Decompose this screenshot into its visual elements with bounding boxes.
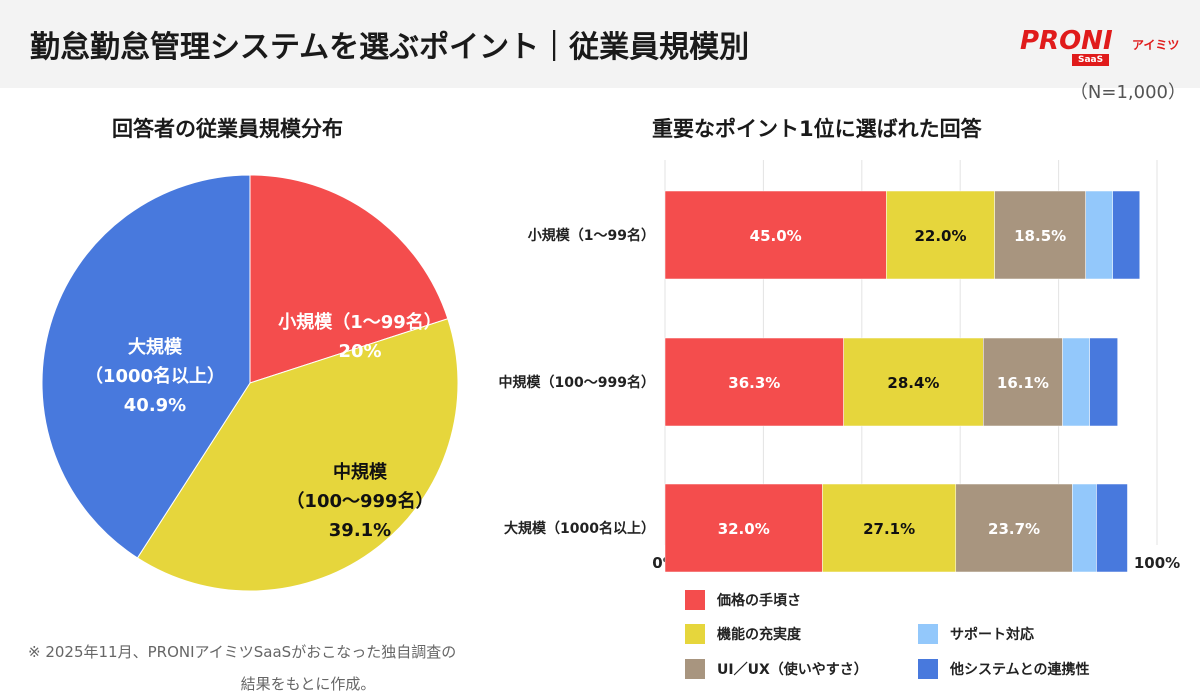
legend-item: 価格の手頃さ — [685, 590, 801, 610]
logo-saas: SaaS — [1072, 54, 1110, 66]
pie-slice — [41, 174, 251, 559]
bar-segment — [1112, 190, 1141, 280]
legend-label: 価格の手頃さ — [717, 593, 801, 609]
header: 勤怠勤怠管理システムを選ぶポイント｜従業員規模別 PRONI アイミツ SaaS — [0, 0, 1200, 88]
pie-category-label: （1000名以上） — [85, 365, 225, 387]
bar-value-label: 18.5% — [1014, 227, 1066, 245]
pie-slice — [249, 174, 449, 384]
bar-segment — [664, 190, 887, 280]
logo-kana: アイミツ — [1132, 38, 1180, 52]
bar-chart: 0%20%40%60%80%100%小規模（1〜99名）45.0%22.0%18… — [499, 160, 1180, 573]
pie-slice — [136, 318, 459, 592]
legend-label: 他システムとの連携性 — [950, 662, 1090, 678]
legend-swatch — [685, 590, 705, 610]
bar-segment — [822, 483, 957, 573]
legend-item: 他システムとの連携性 — [918, 659, 1089, 679]
footnote: ※ 2025年11月、PRONIアイミツSaaSがおこなった独自調査の 結果をも… — [28, 636, 588, 700]
bar-value-label: 27.1% — [863, 520, 915, 538]
legend-item: サポート対応 — [918, 624, 1034, 644]
legend-swatch — [918, 624, 938, 644]
proni-logo: PRONI アイミツ SaaS — [1020, 22, 1180, 72]
pie-value-label: 39.1% — [329, 520, 391, 541]
category-label: 大規模（1000名以上） — [504, 520, 655, 537]
category-label: 小規模（1〜99名） — [528, 227, 655, 244]
footnote-line-2: 結果をもとに作成。 — [240, 675, 376, 693]
bar-segment — [1085, 190, 1113, 280]
footnote-line-1: ※ 2025年11月、PRONIアイミツSaaSがおこなった独自調査の — [28, 643, 457, 661]
pie-category-label: 大規模 — [128, 336, 183, 358]
legend-label: 機能の充実度 — [717, 627, 801, 643]
pie-value-label: 40.9% — [124, 395, 186, 416]
pie-category-label: （100〜999名） — [286, 490, 433, 512]
legend-item: 機能の充実度 — [685, 624, 801, 644]
pie-category-label: 中規模 — [333, 461, 388, 483]
legend-label: サポート対応 — [950, 627, 1034, 643]
bar-segment — [1089, 337, 1118, 427]
bar-segment — [664, 337, 844, 427]
pie-value-label: 20% — [338, 341, 381, 362]
bar-segment — [843, 337, 984, 427]
legend-swatch — [685, 659, 705, 679]
bar-value-label: 45.0% — [750, 227, 802, 245]
pie-title: 回答者の従業員規模分布 — [112, 117, 343, 141]
pie-chart: 小規模（1〜99名） 20% 中規模 （100〜999名） 39.1% 大規模 （1000名… — [41, 174, 459, 592]
bar-segment — [664, 483, 823, 573]
legend-swatch — [685, 624, 705, 644]
logo-text: PRONI — [1020, 26, 1113, 56]
legend-label: UI／UX（使いやすさ） — [717, 662, 868, 678]
bar-title: 重要なポイント1位に選ばれた回答 — [652, 117, 982, 141]
bar-segment — [1072, 483, 1097, 573]
sample-size: （N=1,000） — [1069, 82, 1186, 103]
pie-category-label: 小規模（1〜99名） — [278, 311, 442, 333]
bar-value-label: 36.3% — [728, 374, 780, 392]
x-tick-label: 100% — [1134, 554, 1180, 572]
bar-segment — [886, 190, 995, 280]
bar-value-label: 23.7% — [988, 520, 1040, 538]
bar-segment — [1062, 337, 1090, 427]
bar-value-label: 16.1% — [997, 374, 1049, 392]
legend-swatch — [918, 659, 938, 679]
legend-item: UI／UX（使いやすさ） — [685, 659, 868, 679]
page-title: 勤怠勤怠管理システムを選ぶポイント｜従業員規模別 — [30, 30, 750, 65]
bar-value-label: 22.0% — [914, 227, 966, 245]
bar-segment — [955, 483, 1073, 573]
bar-segment — [994, 190, 1086, 280]
bar-segment — [1096, 483, 1128, 573]
bar-value-label: 28.4% — [887, 374, 939, 392]
bar-value-label: 32.0% — [718, 520, 770, 538]
category-label: 中規模（100〜999名） — [499, 374, 655, 391]
